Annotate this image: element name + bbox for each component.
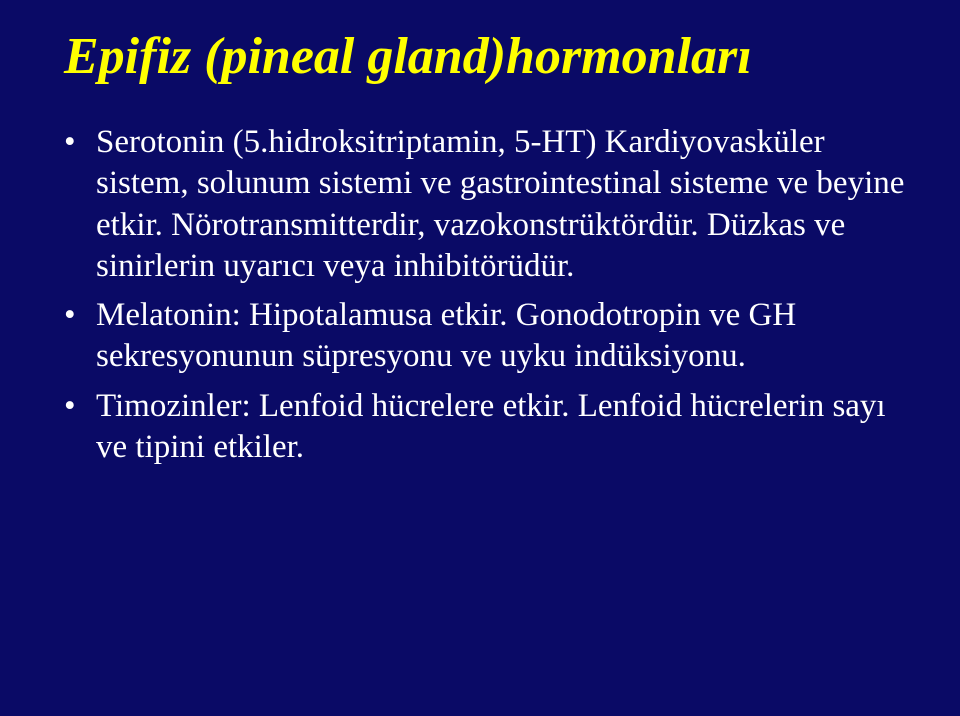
bullet-list: Serotonin (5.hidroksitriptamin, 5-HT) Ka…	[64, 122, 912, 468]
list-item: Timozinler: Lenfoid hücrelere etkir. Len…	[64, 386, 912, 469]
slide-title: Epifiz (pineal gland)hormonları	[64, 28, 912, 86]
list-item: Melatonin: Hipotalamusa etkir. Gonodotro…	[64, 295, 912, 378]
list-item: Serotonin (5.hidroksitriptamin, 5-HT) Ka…	[64, 122, 912, 287]
